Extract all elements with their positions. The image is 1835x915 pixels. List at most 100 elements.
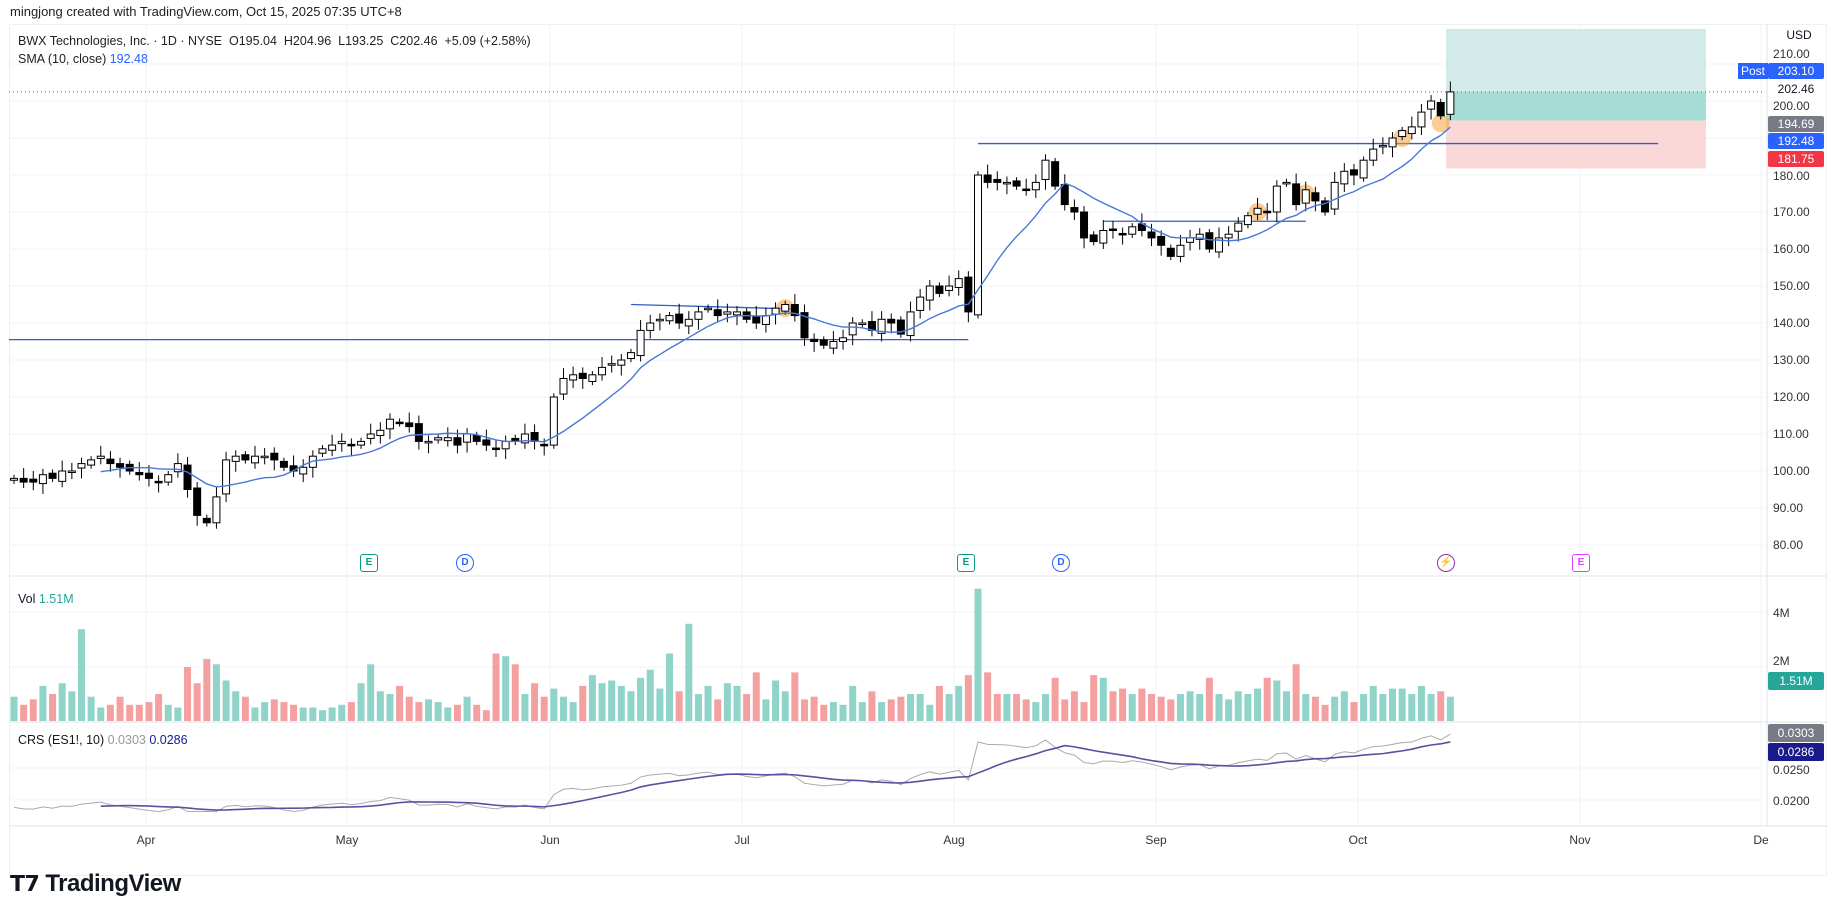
candle-body [887, 318, 896, 324]
candle-body [1215, 237, 1223, 253]
candle-body [434, 437, 443, 441]
volume-bar [1080, 702, 1088, 721]
earnings-upcoming-icon[interactable]: E [1572, 554, 1590, 572]
price-tick: 150.00 [1773, 279, 1810, 293]
volume-bar [762, 699, 770, 721]
volume-bar [820, 704, 828, 721]
volume-tick: 4M [1773, 606, 1790, 620]
candle-body [925, 285, 934, 301]
volume-bar [299, 707, 307, 721]
candle-body [164, 474, 173, 483]
volume-bar [251, 707, 259, 721]
candle-body [1118, 232, 1127, 236]
chart-frame [9, 24, 1827, 876]
volume-bar [1070, 691, 1078, 721]
candle-body [1128, 226, 1137, 235]
volume-bar [174, 707, 182, 721]
volume-bar [473, 704, 481, 721]
volume-bar [839, 704, 847, 721]
volume-bar [453, 704, 461, 721]
candle-body [607, 363, 616, 366]
price-tick: 170.00 [1773, 205, 1810, 219]
stop-price-tag: 181.75 [1768, 151, 1824, 167]
volume-bar [425, 699, 433, 721]
chart-credit: mingjong created with TradingView.com, O… [10, 4, 402, 19]
candle-body [299, 466, 308, 475]
highlight-circle [1431, 114, 1450, 133]
volume-bar [1138, 688, 1146, 721]
candle-body [492, 447, 500, 451]
candle-body [549, 396, 558, 446]
volume-bar [714, 699, 722, 721]
tradingview-logo[interactable]: 𝗧𝟳 TradingView [10, 870, 181, 898]
candle-body [453, 437, 462, 446]
candle-body [1253, 207, 1262, 215]
candle-body [1417, 111, 1426, 128]
dividend-icon[interactable]: D [456, 554, 474, 572]
candle-body [906, 311, 915, 337]
candle-body [1224, 233, 1233, 239]
candle-body [1195, 233, 1204, 240]
volume-bar [241, 696, 249, 721]
volume-bar [598, 683, 606, 721]
candle-body [1060, 184, 1069, 206]
volume-bar [829, 702, 837, 721]
candle-body [58, 470, 67, 482]
volume-bar [955, 685, 963, 721]
time-axis-label: Apr [136, 833, 156, 847]
price-tick: 210.00 [1773, 47, 1810, 61]
volume-bar [1196, 694, 1204, 721]
volume-bar [511, 664, 519, 721]
sma-legend[interactable]: SMA (10, close) 192.48 [18, 52, 148, 66]
volume-bar [1398, 688, 1406, 721]
candle-body [1147, 231, 1156, 239]
candle-body [1301, 189, 1310, 204]
volume-bar [502, 656, 510, 721]
price-tick: 100.00 [1773, 464, 1810, 478]
candle-body [819, 339, 828, 346]
candle-body [183, 464, 192, 490]
candle-body [858, 322, 867, 325]
candle-body [1398, 130, 1407, 138]
candle-body [270, 452, 279, 461]
candle-body [376, 429, 385, 436]
earnings-icon[interactable]: E [360, 554, 378, 572]
volume-bar [232, 691, 240, 721]
volume-legend[interactable]: Vol 1.51M [18, 592, 74, 606]
volume-bar [338, 704, 346, 721]
dividend-icon[interactable]: D [1052, 554, 1070, 572]
candle-body [212, 496, 221, 524]
candle-body [800, 312, 809, 339]
volume-bar [800, 699, 808, 721]
crs-legend[interactable]: CRS (ES1!, 10) 0.0303 0.0286 [18, 733, 188, 747]
volume-bar [1369, 685, 1377, 721]
volume-bar [1109, 691, 1117, 721]
volume-bar [1263, 677, 1271, 721]
volume-bar [646, 669, 654, 721]
candle-body [1243, 215, 1252, 226]
volume-bar [531, 683, 539, 721]
volume-bar [1148, 694, 1156, 721]
candle-body [617, 359, 626, 366]
split-icon[interactable]: ⚡ [1437, 554, 1455, 572]
candle-body [1378, 144, 1387, 148]
crs-average-line [100, 741, 1451, 811]
volume-bar [222, 680, 230, 721]
volume-bar [193, 683, 201, 721]
candle-body [684, 318, 693, 327]
crs-tick: 0.0250 [1773, 763, 1810, 777]
candle-body [1205, 232, 1214, 250]
candle-body [1002, 181, 1011, 185]
time-axis-label: Aug [943, 833, 965, 847]
volume-bar [20, 704, 28, 721]
earnings-icon[interactable]: E [957, 554, 975, 572]
candle-body [540, 443, 549, 447]
currency-button[interactable]: USD [1774, 26, 1824, 44]
candle-body [1446, 91, 1455, 115]
candle-body [1051, 161, 1060, 187]
volume-bar [1340, 691, 1348, 721]
volume-bar [772, 680, 780, 721]
candle-body [752, 315, 761, 324]
symbol-legend[interactable]: BWX Technologies, Inc. · 1D · NYSE O195.… [18, 34, 531, 48]
